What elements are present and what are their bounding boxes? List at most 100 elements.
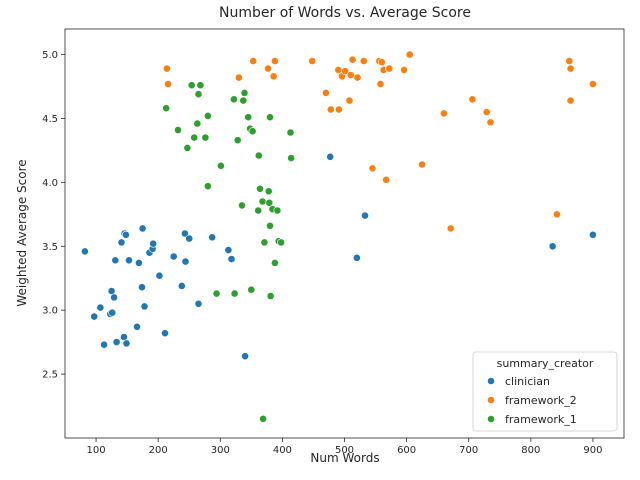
x-tick-label: 300 <box>211 445 230 456</box>
point-clinician <box>185 234 194 243</box>
point-framework-1 <box>286 128 295 137</box>
point-clinician <box>100 340 108 349</box>
point-framework-1 <box>229 95 238 104</box>
x-tick-label: 800 <box>521 445 540 456</box>
point-clinician <box>361 211 369 220</box>
point-framework-2 <box>334 66 343 74</box>
x-tick-label: 900 <box>583 445 602 456</box>
point-framework-1 <box>230 289 239 298</box>
point-framework-1 <box>270 258 279 267</box>
y-tick-label: 2.5 <box>42 370 58 381</box>
point-framework-1 <box>273 206 282 215</box>
point-framework-2 <box>264 64 272 73</box>
point-framework-1 <box>266 221 274 230</box>
point-framework-2 <box>553 210 561 219</box>
point-framework-1 <box>259 414 267 423</box>
point-framework-1 <box>193 119 202 128</box>
point-clinician <box>122 339 131 348</box>
point-framework-1 <box>233 136 242 145</box>
legend-title: summary_creator <box>497 357 594 370</box>
point-clinician <box>122 230 130 239</box>
point-framework-2 <box>353 73 362 82</box>
point-framework-2 <box>385 64 394 73</box>
point-framework-1 <box>256 184 264 193</box>
point-framework-2 <box>162 64 171 73</box>
point-clinician <box>108 308 117 317</box>
point-clinician <box>149 239 158 248</box>
point-framework-1 <box>287 154 295 162</box>
x-axis: 100 200 300 400 500 600 700 800 900 <box>87 438 602 456</box>
point-framework-2 <box>589 80 597 88</box>
x-tick-label: 500 <box>335 445 354 456</box>
point-framework-2 <box>468 95 477 104</box>
point-clinician <box>177 281 186 290</box>
data-points <box>81 50 597 423</box>
point-framework-1 <box>260 238 269 247</box>
point-clinician <box>326 152 335 161</box>
point-clinician <box>180 229 189 238</box>
point-framework-2 <box>377 58 386 67</box>
x-tick-label: 600 <box>397 445 416 456</box>
point-clinician <box>589 230 597 239</box>
point-framework-2 <box>382 175 390 184</box>
point-framework-2 <box>376 80 385 88</box>
point-framework-1 <box>277 238 285 247</box>
point-framework-1 <box>266 113 274 122</box>
point-clinician <box>134 258 143 267</box>
y-tick-label: 3.5 <box>42 242 58 253</box>
y-tick-label: 3.0 <box>42 306 58 317</box>
point-framework-1 <box>254 151 263 160</box>
point-clinician <box>161 329 169 338</box>
point-clinician <box>125 256 133 265</box>
point-framework-2 <box>565 57 574 65</box>
point-framework-2 <box>249 57 258 65</box>
point-framework-2 <box>368 164 377 173</box>
point-framework-1 <box>266 292 275 300</box>
point-clinician <box>140 302 149 311</box>
point-clinician <box>155 271 164 280</box>
point-framework-1 <box>196 81 205 90</box>
x-axis-label: Num Words <box>310 451 379 465</box>
point-clinician <box>194 299 203 308</box>
point-framework-2 <box>566 64 575 73</box>
point-framework-2 <box>164 80 172 88</box>
point-framework-1 <box>183 143 192 152</box>
legend-marker-framework-2 <box>487 396 495 404</box>
point-framework-2 <box>446 224 455 233</box>
point-framework-2 <box>346 71 355 79</box>
point-framework-1 <box>203 182 212 191</box>
point-framework-1 <box>162 104 171 113</box>
legend: summary_creator clinician framework_2fram… <box>472 351 618 432</box>
point-clinician <box>117 238 126 247</box>
x-tick-label: 200 <box>149 445 168 456</box>
point-framework-1 <box>254 206 263 215</box>
point-framework-2 <box>234 73 243 82</box>
point-framework-2 <box>482 108 491 116</box>
legend-label: framework_2 <box>505 394 577 407</box>
point-clinician <box>208 233 217 242</box>
point-framework-2 <box>359 57 368 65</box>
point-framework-2 <box>486 118 495 127</box>
point-clinician <box>81 247 89 256</box>
point-framework-2 <box>341 67 349 76</box>
legend-frame <box>472 351 618 432</box>
point-framework-2 <box>566 96 575 105</box>
y-tick-label: 4.5 <box>42 114 58 125</box>
point-framework-1 <box>203 112 212 120</box>
point-framework-1 <box>194 90 203 99</box>
point-framework-1 <box>174 126 182 134</box>
x-tick-label: 400 <box>273 445 292 456</box>
point-framework-1 <box>258 197 267 206</box>
legend-label: clinician <box>505 375 550 388</box>
point-framework-1 <box>187 81 196 90</box>
legend-marker-clinician <box>487 377 495 385</box>
point-framework-2 <box>326 105 335 114</box>
point-framework-1 <box>239 96 248 105</box>
y-tick-label: 4.0 <box>42 178 58 189</box>
point-clinician <box>138 283 146 292</box>
chart-title: Number of Words vs. Average Score <box>219 5 471 21</box>
point-framework-1 <box>244 113 253 122</box>
point-clinician <box>352 253 361 262</box>
point-framework-2 <box>418 160 426 169</box>
point-framework-2 <box>400 66 408 74</box>
